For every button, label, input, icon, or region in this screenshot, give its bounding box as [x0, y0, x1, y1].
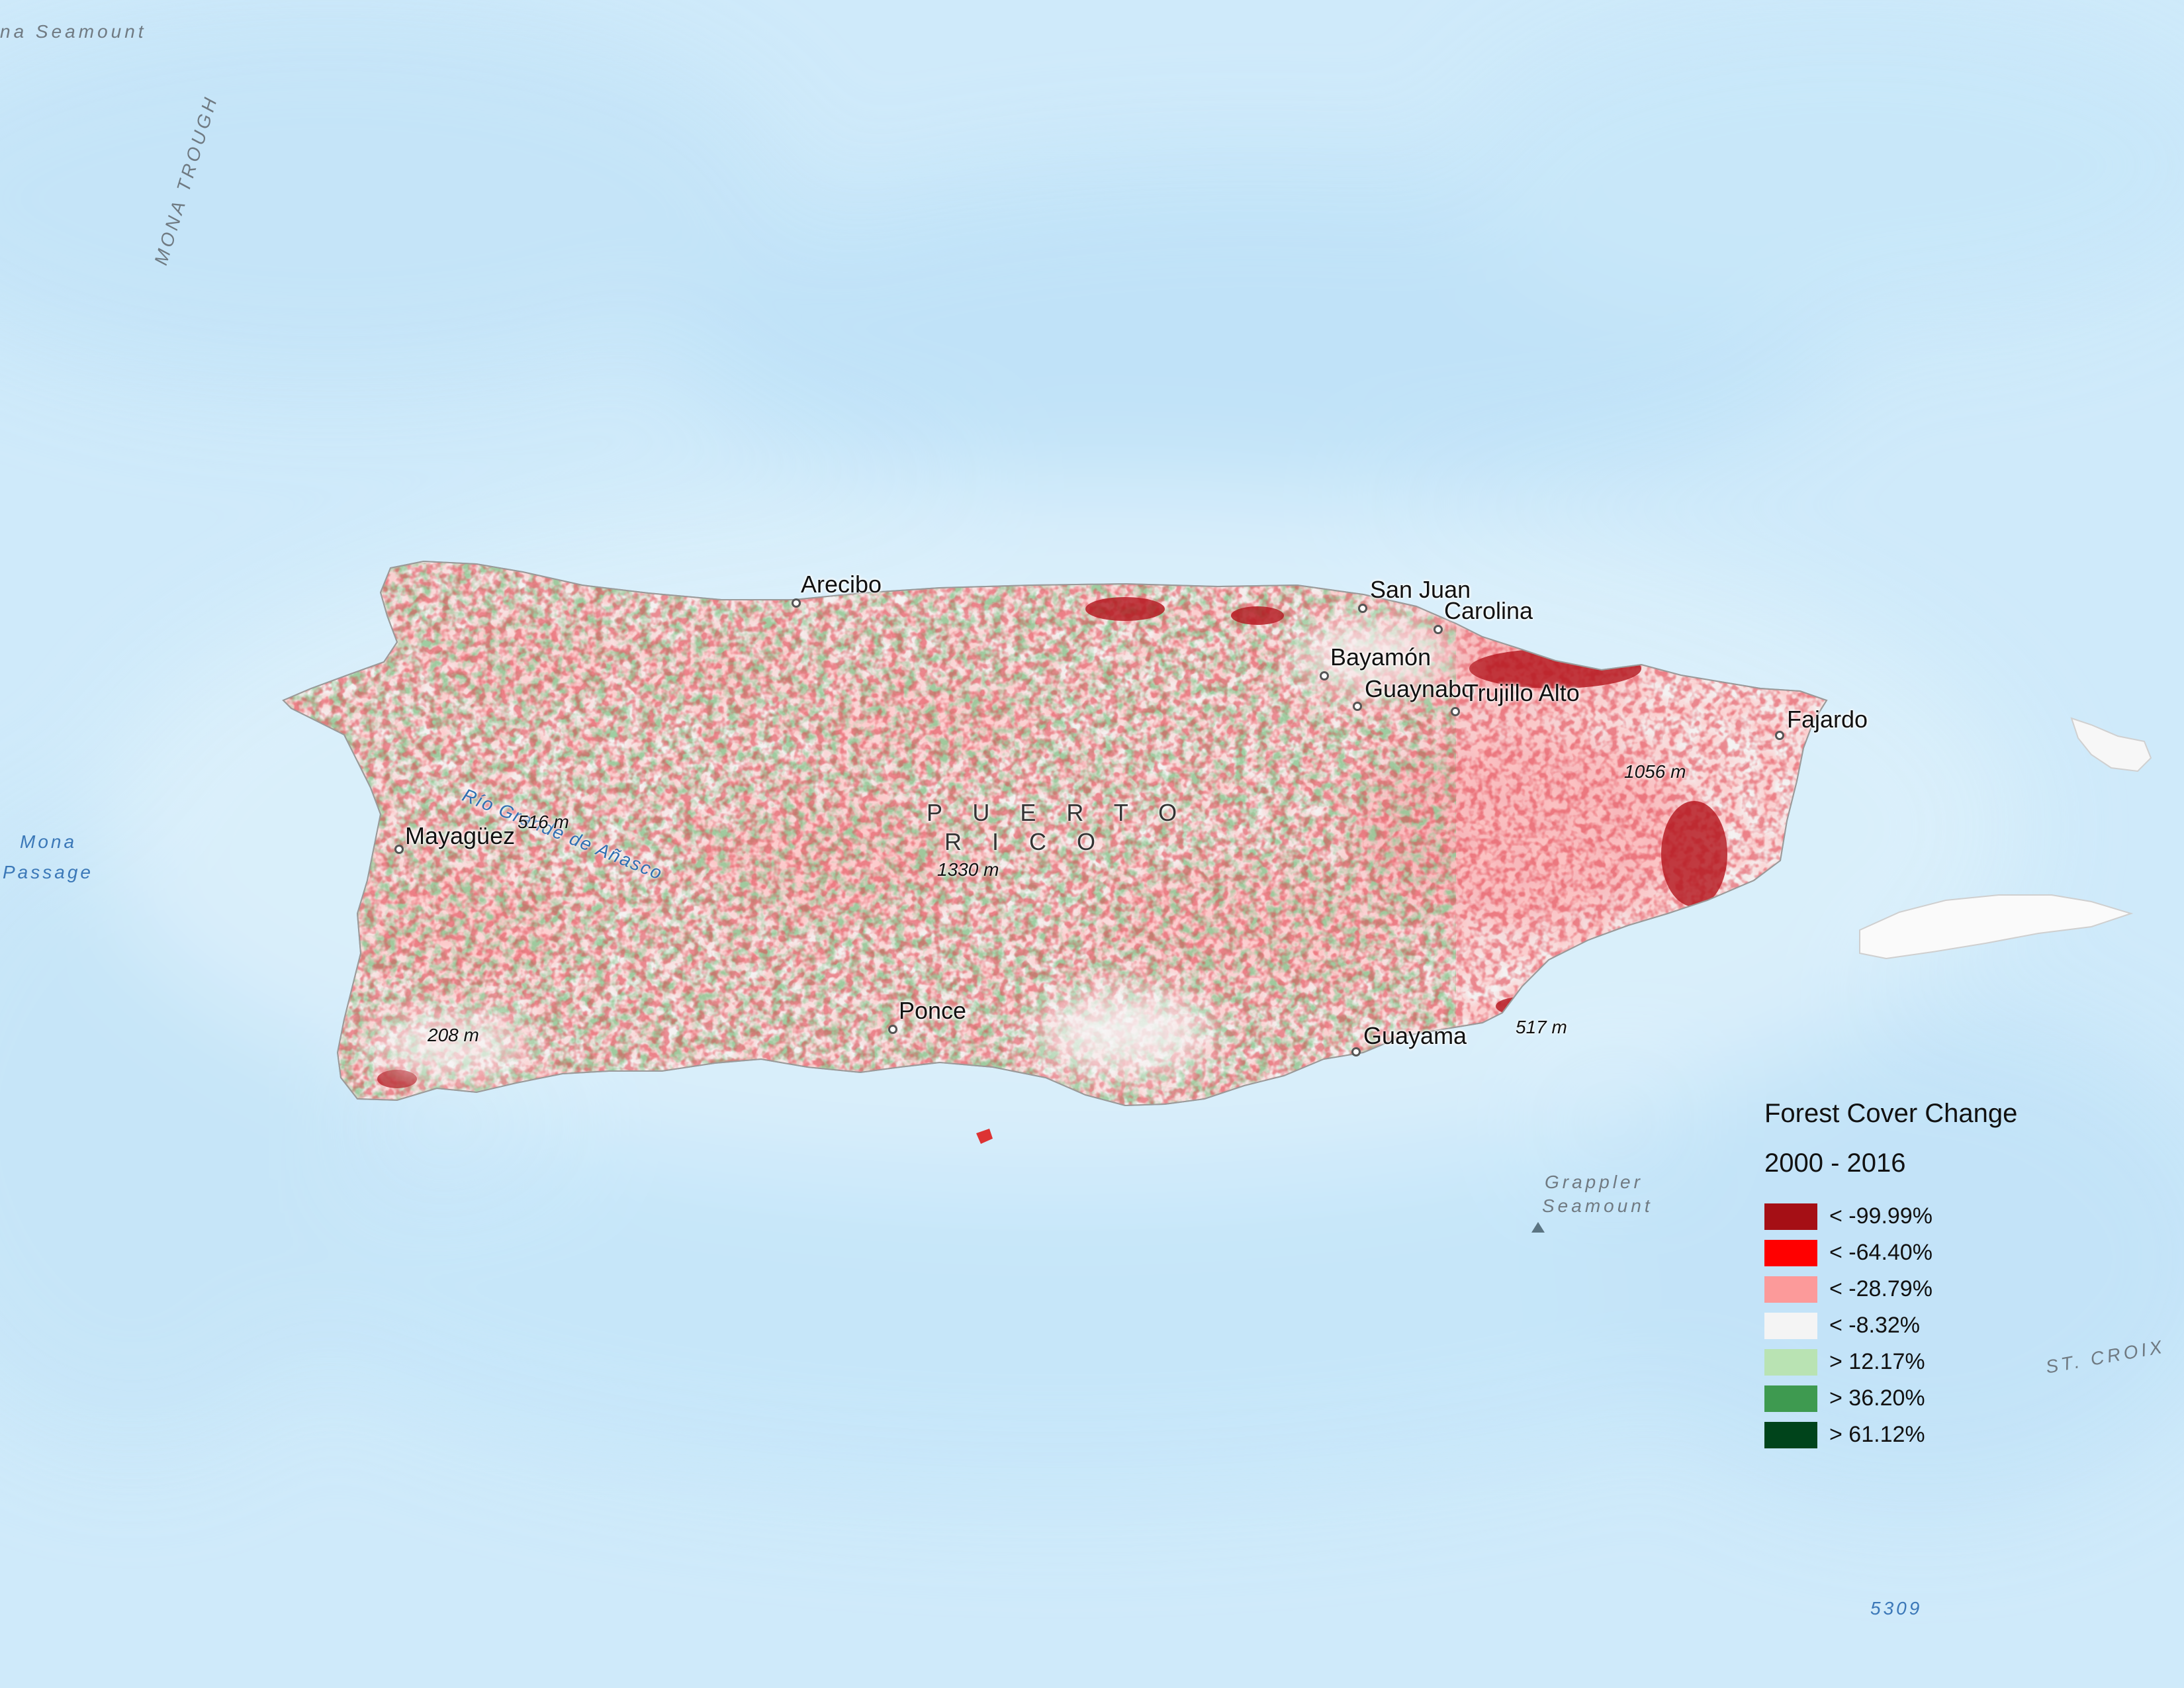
elevation-label: 517 m: [1516, 1017, 1567, 1037]
city-label-arecibo: Arecibo: [801, 571, 882, 598]
legend-item: < -8.32%: [1764, 1307, 2056, 1344]
mona-passage-label-2: Passage: [3, 862, 93, 882]
city-label-fajardo: Fajardo: [1787, 706, 1868, 733]
legend-label: < -8.32%: [1829, 1313, 1921, 1338]
city-label-guayama: Guayama: [1363, 1022, 1467, 1049]
city-dot-carolina[interactable]: [1433, 625, 1443, 634]
country-line-1: P U E R T O: [927, 799, 1189, 826]
legend-item: < -99.99%: [1764, 1198, 2056, 1235]
seamount-label: na Seamount: [0, 21, 147, 42]
legend-item: > 36.20%: [1764, 1380, 2056, 1417]
city-dot-san-juan[interactable]: [1358, 604, 1367, 613]
legend-label: > 12.17%: [1829, 1349, 1925, 1374]
city-label-mayaguez: Mayagüez: [405, 822, 516, 849]
city-dot-fajardo[interactable]: [1775, 731, 1784, 740]
legend-item: > 12.17%: [1764, 1344, 2056, 1380]
elevation-label: 516 m: [518, 812, 569, 832]
grappler-label-2: Seamount: [1542, 1196, 1653, 1216]
legend-label: > 36.20%: [1829, 1385, 1925, 1411]
elevation-label: 1330 m: [937, 859, 999, 880]
legend-item: > 61.12%: [1764, 1417, 2056, 1453]
city-label-guaynabo: Guaynabo: [1365, 675, 1475, 702]
legend-subtitle: 2000 - 2016: [1764, 1149, 1906, 1178]
legend-title: Forest Cover Change: [1764, 1099, 2018, 1128]
city-dot-guaynabo[interactable]: [1353, 702, 1362, 711]
city-dot-ponce[interactable]: [888, 1025, 897, 1034]
legend-label: < -99.99%: [1829, 1203, 1933, 1229]
legend-item: < -28.79%: [1764, 1271, 2056, 1307]
legend-label: > 61.12%: [1829, 1422, 1925, 1447]
city-dot-trujillo-alto[interactable]: [1451, 707, 1460, 716]
country-line-2: R I C O: [944, 828, 1107, 855]
elevation-label: 208 m: [428, 1025, 479, 1045]
city-dot-arecibo[interactable]: [792, 598, 801, 608]
city-label-carolina: Carolina: [1444, 597, 1533, 624]
city-dot-guayama[interactable]: [1351, 1047, 1361, 1056]
city-dot-mayaguez[interactable]: [394, 845, 404, 854]
legend-swatch: [1764, 1203, 1817, 1230]
country-label: P U E R T O R I C O: [927, 798, 1189, 857]
city-label-bayamon: Bayamón: [1330, 643, 1432, 671]
depth-label: 5309: [1870, 1598, 1923, 1618]
legend-swatch: [1764, 1312, 1817, 1339]
city-dot-bayamon[interactable]: [1320, 671, 1329, 680]
city-label-san-juan: San Juan: [1370, 576, 1471, 603]
city-label-ponce: Ponce: [899, 997, 967, 1024]
city-label-trujillo-alto: Trujillo Alto: [1464, 679, 1580, 706]
legend-label: < -64.40%: [1829, 1240, 1933, 1265]
elevation-label: 1056 m: [1624, 761, 1686, 782]
legend-swatch: [1764, 1385, 1817, 1412]
legend-swatch: [1764, 1421, 1817, 1448]
legend: Forest Cover Change 2000 - 2016 < -99.99…: [1764, 1099, 2056, 1453]
legend-label: < -28.79%: [1829, 1276, 1933, 1301]
legend-swatch: [1764, 1348, 1817, 1376]
legend-item: < -64.40%: [1764, 1235, 2056, 1271]
mona-passage-label-1: Mona: [20, 831, 77, 852]
legend-swatch: [1764, 1239, 1817, 1266]
grappler-label-1: Grappler: [1545, 1172, 1643, 1192]
legend-swatch: [1764, 1276, 1817, 1303]
